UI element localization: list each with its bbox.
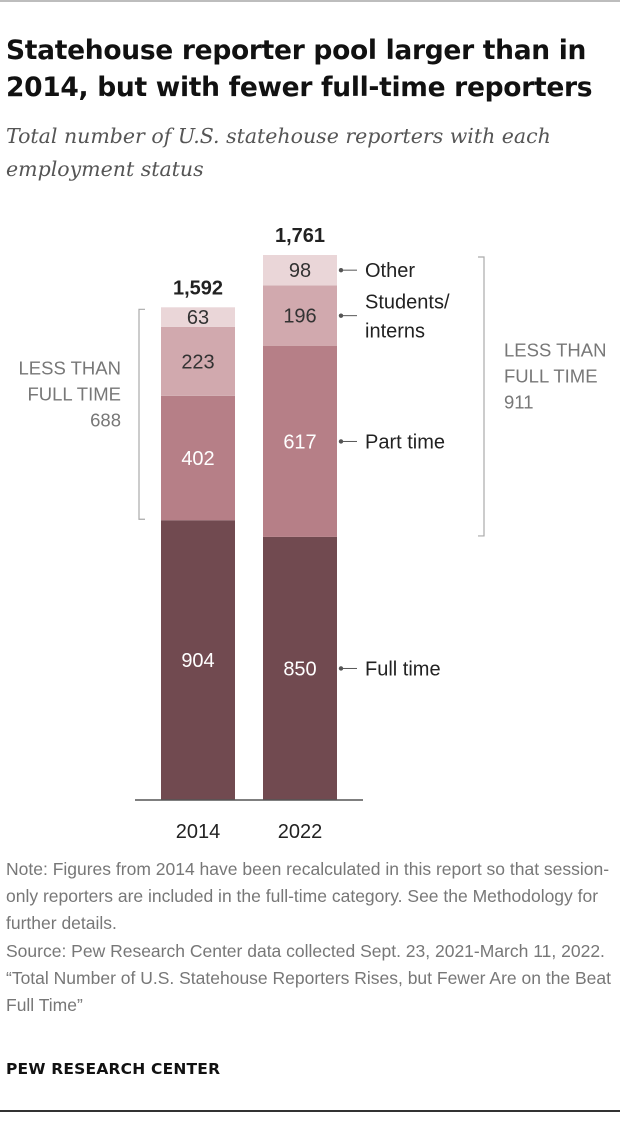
x-tick-label-2014: 2014 <box>176 821 221 843</box>
legend-label-3-0: Other <box>365 260 415 282</box>
bar-2014-students-interns <box>161 326 235 396</box>
bar-2014-full-time <box>161 520 235 800</box>
pew-research-center-logo: PEW RESEARCH CENTER <box>6 1060 221 1078</box>
bracket-label-2014-2: 688 <box>90 409 121 430</box>
bar-2022-other <box>263 255 337 286</box>
stacked-bar-chart: 904 402 223 63 1,592 2014 850 617 196 98 1,761 2022… <box>19 225 607 843</box>
note-text: Note: Figures from 2014 have been recalc… <box>6 859 610 934</box>
bracket-label-2022-1: FULL TIME <box>504 365 598 386</box>
bracket-2022 <box>478 256 485 537</box>
value-label-2014-2: 223 <box>181 351 214 373</box>
value-label-2022-1: 617 <box>283 431 316 453</box>
total-label-2022: 1,761 <box>275 225 325 247</box>
report-citation: “Total Number of U.S. Statehouse Reporte… <box>6 967 612 1016</box>
value-label-2014-3: 63 <box>187 307 209 329</box>
legend-label-0-0: Full time <box>365 658 441 680</box>
bracket-label-2022-0: LESS THAN <box>504 339 606 360</box>
bracket-2014 <box>138 308 145 520</box>
chart-title: Statehouse reporter pool larger than in … <box>6 35 593 103</box>
bottom-rule <box>0 1110 620 1112</box>
source-text: Source: Pew Research Center data collect… <box>6 940 605 961</box>
chart-notes: Note: Figures from 2014 have been recalc… <box>6 856 614 1019</box>
legend-label-2-1: interns <box>365 321 425 343</box>
value-label-2014-1: 402 <box>181 448 214 470</box>
bracket-label-2014-1: FULL TIME <box>27 383 121 404</box>
bar-2022-students-interns <box>263 285 337 346</box>
top-rule <box>0 0 620 2</box>
bar-2022-full-time <box>263 536 337 800</box>
bar-2022-part-time <box>263 345 337 537</box>
total-label-2014: 1,592 <box>173 277 223 299</box>
bar-2014-other <box>161 307 235 327</box>
legend-label-2-0: Students/ <box>365 292 450 314</box>
bar-2014-part-time <box>161 395 235 521</box>
value-label-2014-0: 904 <box>181 650 214 672</box>
value-label-2022-2: 196 <box>283 306 316 328</box>
legend-label-1-0: Part time <box>365 431 445 453</box>
x-tick-label-2022: 2022 <box>278 821 323 843</box>
value-label-2022-3: 98 <box>289 260 311 282</box>
chart-subtitle: Total number of U.S. statehouse reporter… <box>6 124 551 181</box>
bracket-label-2014-0: LESS THAN <box>19 357 121 378</box>
bracket-label-2022-2: 911 <box>504 391 534 412</box>
value-label-2022-0: 850 <box>283 658 316 680</box>
